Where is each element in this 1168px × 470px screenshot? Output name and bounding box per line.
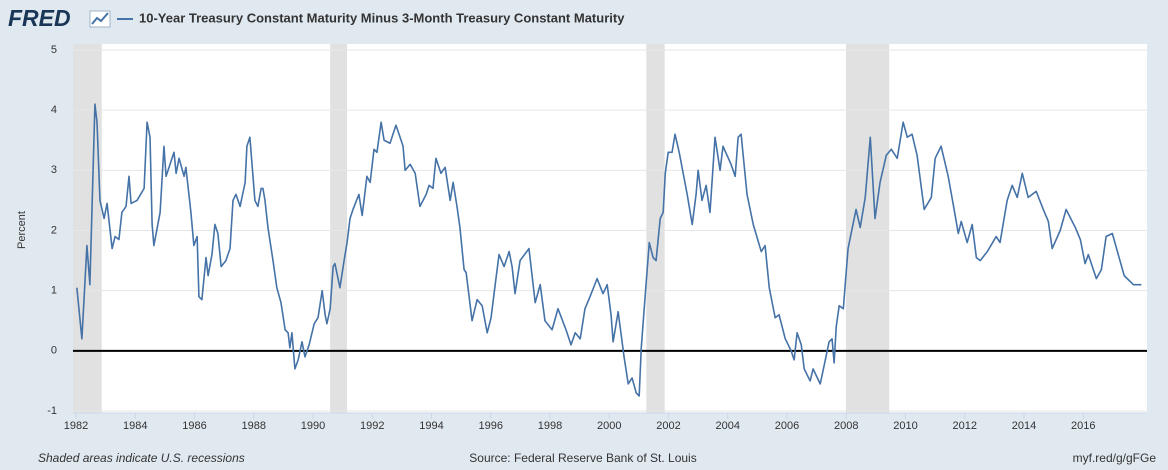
plot-area [73,44,1147,413]
x-tick-label: 2010 [893,420,917,432]
recession-note: Shaded areas indicate U.S. recessions [38,451,245,465]
brand-icon [89,10,111,28]
x-tick-label: 1990 [301,420,325,432]
x-tick-label: 2016 [1071,420,1095,432]
recession-shade [646,44,665,413]
y-axis-label: Percent [16,211,28,249]
x-tick-label: 2008 [834,420,858,432]
legend-label: 10-Year Treasury Constant Maturity Minus… [139,10,625,25]
recession-shade [73,44,102,413]
y-tick-label: 0 [51,345,57,357]
x-tick-label: 1988 [241,420,265,432]
x-tick-label: 1992 [360,420,384,432]
x-tick-label: 2004 [716,420,740,432]
y-tick-label: 1 [51,285,57,297]
x-tick-label: 1998 [538,420,562,432]
y-tick-label: 4 [51,104,57,116]
x-tick-label: 2000 [597,420,621,432]
x-tick-label: 1994 [419,420,443,432]
x-tick-label: 2006 [775,420,799,432]
x-tick-label: 2002 [656,420,680,432]
y-tick-label: -1 [47,405,57,417]
series-line [76,103,1142,397]
x-tick-label: 1984 [123,420,147,432]
source-note: Source: Federal Reserve Bank of St. Loui… [469,451,696,465]
brand-logo: FRED [8,5,71,31]
y-tick-label: 5 [51,44,57,56]
y-tick-label: 3 [51,164,57,176]
short-link: myf.red/g/gFGe [1073,451,1157,465]
recession-shade [330,44,348,413]
x-tick-label: 1982 [64,420,88,432]
x-tick-label: 2012 [953,420,977,432]
x-tick-label: 2014 [1012,420,1036,432]
x-tick-label: 1986 [182,420,206,432]
y-tick-label: 2 [51,224,57,236]
x-tick-label: 1996 [479,420,503,432]
